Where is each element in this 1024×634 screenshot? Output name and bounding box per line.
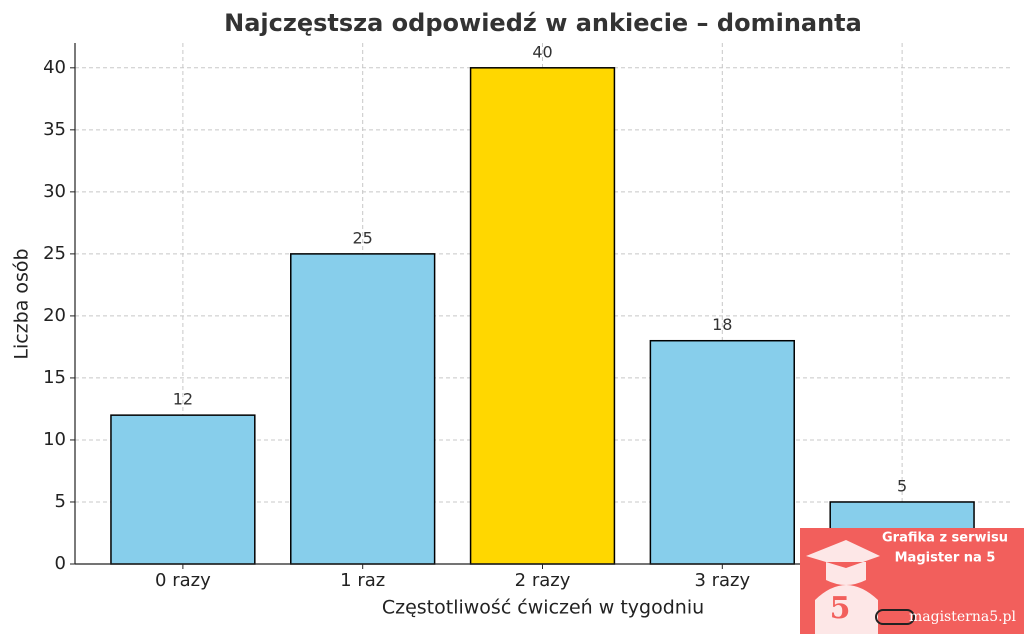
watermark-url: magisterna5.pl [909, 609, 1017, 625]
chart-title: Najczęstsza odpowiedź w ankiecie – domin… [224, 9, 862, 37]
bar [110, 414, 256, 565]
y-tick-label: 15 [43, 367, 66, 388]
watermark-text: Magister na 5 [895, 551, 996, 566]
watermark-logo: 5 [830, 591, 851, 626]
y-tick-label: 30 [43, 181, 66, 202]
y-tick-label: 20 [43, 305, 66, 326]
plot-area: 0 5 10 15 20 25 30 35 40 12 0 razy 25 1 raz 40 2 razy 1… [43, 42, 1010, 591]
url-icon [875, 609, 915, 625]
x-tick-label: 0 razy [155, 570, 211, 591]
y-tick-label: 25 [43, 243, 66, 264]
y-tick-label: 5 [55, 491, 66, 512]
value-label: 5 [897, 476, 907, 495]
y-tick-label: 40 [43, 57, 66, 78]
x-tick-label: 3 razy [694, 570, 750, 591]
value-label: 18 [712, 315, 732, 334]
bar [469, 67, 616, 565]
y-axis-label: Liczba osób [11, 248, 33, 359]
x-tick-label: 2 razy [515, 570, 571, 591]
x-tick-label: 1 raz [340, 570, 385, 591]
graduate-icon [806, 540, 880, 634]
y-tick-label: 10 [43, 429, 66, 450]
value-label: 12 [173, 390, 193, 409]
value-label: 25 [353, 228, 373, 247]
watermark: 5 Grafika z serwisu Magister na 5 magist… [800, 528, 1024, 634]
bar [290, 253, 436, 565]
y-tick-label: 0 [55, 553, 66, 574]
x-axis-label: Częstotliwość ćwiczeń w tygodniu [382, 597, 704, 619]
watermark-text: Grafika z serwisu [882, 531, 1008, 546]
y-tick-label: 35 [43, 119, 66, 140]
bar [649, 339, 795, 565]
value-label: 40 [532, 42, 552, 61]
